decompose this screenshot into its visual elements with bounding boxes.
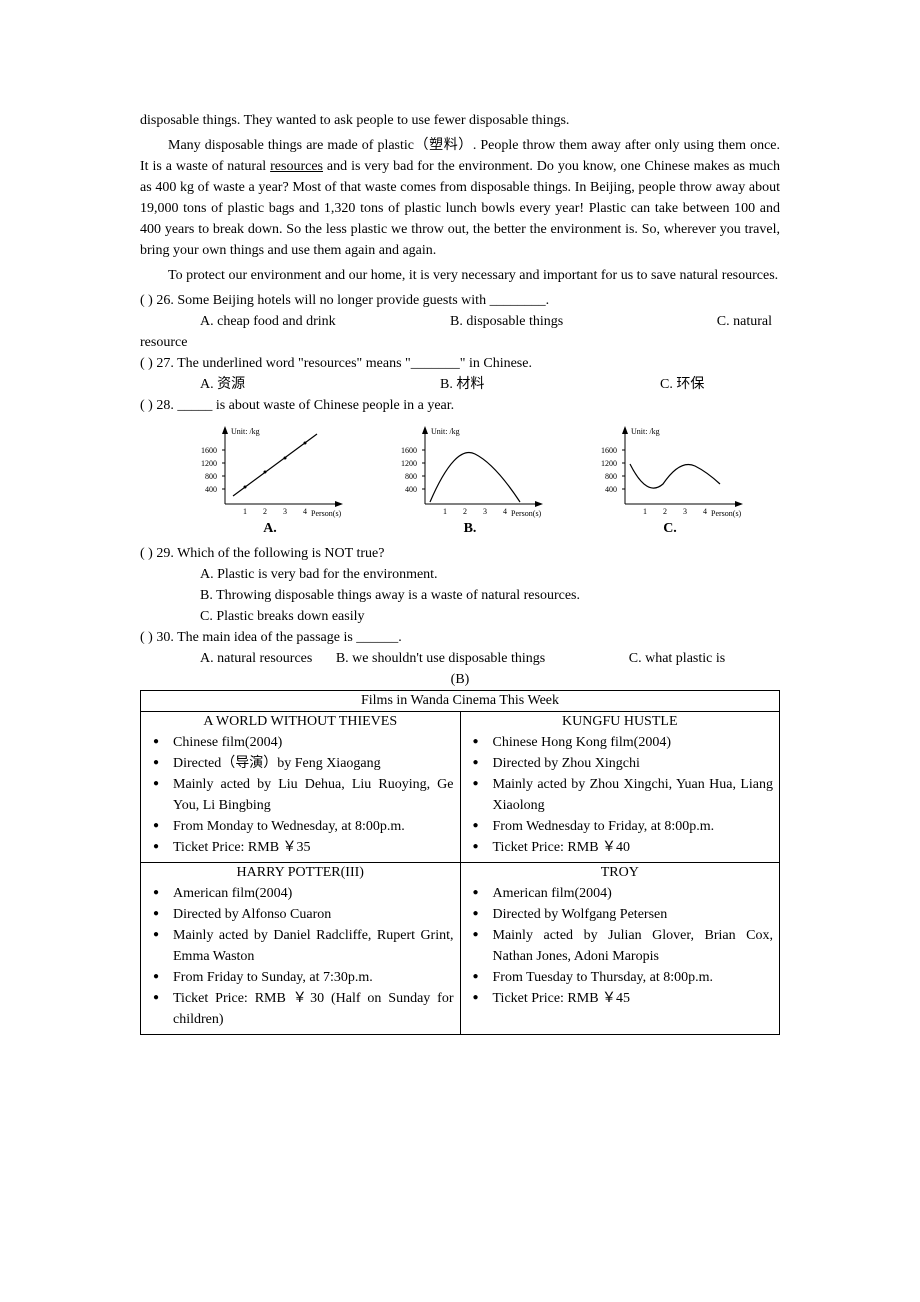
q26-options: A. cheap food and drink B. disposable th…: [140, 311, 780, 332]
ytick: 800: [405, 472, 417, 481]
q27-opt-b: B. 材料: [440, 374, 660, 395]
ytick: 1600: [201, 446, 217, 455]
film-item: Ticket Price: RMB ￥30 (Half on Sunday fo…: [151, 988, 454, 1030]
ytick: 1600: [401, 446, 417, 455]
film-item: From Friday to Sunday, at 7:30p.m.: [151, 967, 454, 988]
chart-b: Unit: /kg 400 800 1200 1600 1 2 3 4 Pers…: [370, 424, 570, 537]
film-cell-2: HARRY POTTER(III) American film(2004) Di…: [141, 863, 461, 1035]
xtick: 4: [503, 507, 507, 516]
film-item: Mainly acted by Julian Glover, Brian Cox…: [471, 925, 774, 967]
table-header: Films in Wanda Cinema This Week: [141, 691, 780, 712]
film-cell-0: A WORLD WITHOUT THIEVES Chinese film(200…: [141, 712, 461, 863]
film-item: Ticket Price: RMB ￥45: [471, 988, 774, 1009]
film-item: Mainly acted by Liu Dehua, Liu Ruoying, …: [151, 774, 454, 816]
ytick: 400: [205, 485, 217, 494]
film-item: Mainly acted by Zhou Xingchi, Yuan Hua, …: [471, 774, 774, 816]
ytick: 400: [605, 485, 617, 494]
q27-options: A. 资源 B. 材料 C. 环保: [140, 374, 780, 395]
ytick: 800: [605, 472, 617, 481]
ytick: 800: [205, 472, 217, 481]
xtick: 4: [303, 507, 307, 516]
ytick: 400: [405, 485, 417, 494]
chart-c-label: C.: [570, 521, 770, 537]
xtick: 3: [483, 507, 487, 516]
chart-c-xlabel: Person(s): [711, 509, 742, 518]
xtick: 1: [643, 507, 647, 516]
films-table: Films in Wanda Cinema This Week A WORLD …: [140, 690, 780, 1035]
chart-b-label: B.: [370, 521, 570, 537]
xtick: 1: [443, 507, 447, 516]
ytick: 1200: [201, 459, 217, 468]
xtick: 1: [243, 507, 247, 516]
passage-p2: Many disposable things are made of plast…: [140, 135, 780, 261]
chart-a-ylabel: Unit: /kg: [231, 427, 260, 436]
film-item: From Monday to Wednesday, at 8:00p.m.: [151, 816, 454, 837]
q29-opt-c: C. Plastic breaks down easily: [140, 606, 780, 627]
xtick: 2: [463, 507, 467, 516]
ytick: 1200: [401, 459, 417, 468]
film-title: A WORLD WITHOUT THIEVES: [147, 714, 454, 730]
q30-stem: ( ) 30. The main idea of the passage is …: [140, 627, 780, 648]
film-item: Directed by Wolfgang Petersen: [471, 904, 774, 925]
q30-opt-b: B. we shouldn't use disposable things: [336, 651, 545, 666]
passage-p1: disposable things. They wanted to ask pe…: [140, 110, 780, 131]
ytick: 1600: [601, 446, 617, 455]
film-item: Directed by Zhou Xingchi: [471, 753, 774, 774]
q30-options: A. natural resources B. we shouldn't use…: [140, 648, 780, 669]
chart-a: Unit: /kg 400 800 1200 1600 1 2 3 4 Pers…: [170, 424, 370, 537]
film-item: Ticket Price: RMB ￥40: [471, 837, 774, 858]
film-title: TROY: [467, 865, 774, 881]
q26-cont: resource: [140, 332, 780, 353]
section-b-label: (B): [140, 669, 780, 690]
q26-opt-b: B. disposable things: [450, 311, 650, 332]
film-title: HARRY POTTER(III): [147, 865, 454, 881]
film-cell-3: TROY American film(2004) Directed by Wol…: [460, 863, 780, 1035]
q27-opt-c: C. 环保: [660, 374, 780, 395]
q28-stem: ( ) 28. _____ is about waste of Chinese …: [140, 395, 780, 416]
chart-b-xlabel: Person(s): [511, 509, 542, 518]
q29-opt-a: A. Plastic is very bad for the environme…: [140, 564, 780, 585]
film-item: From Tuesday to Thursday, at 8:00p.m.: [471, 967, 774, 988]
xtick: 2: [263, 507, 267, 516]
chart-b-ylabel: Unit: /kg: [431, 427, 460, 436]
q27-opt-a: A. 资源: [140, 374, 440, 395]
film-item: American film(2004): [151, 883, 454, 904]
chart-c-ylabel: Unit: /kg: [631, 427, 660, 436]
q29-stem: ( ) 29. Which of the following is NOT tr…: [140, 543, 780, 564]
q29-opt-b: B. Throwing disposable things away is a …: [140, 585, 780, 606]
q26-opt-c: C. natural: [650, 311, 780, 332]
film-item: From Wednesday to Friday, at 8:00p.m.: [471, 816, 774, 837]
xtick: 4: [703, 507, 707, 516]
passage-p3: To protect our environment and our home,…: [140, 265, 780, 286]
film-item: Chinese Hong Kong film(2004): [471, 732, 774, 753]
xtick: 3: [283, 507, 287, 516]
charts-row: Unit: /kg 400 800 1200 1600 1 2 3 4 Pers…: [170, 424, 770, 537]
q26-opt-a: A. cheap food and drink: [140, 311, 450, 332]
film-item: Ticket Price: RMB ￥35: [151, 837, 454, 858]
film-item: American film(2004): [471, 883, 774, 904]
chart-a-xlabel: Person(s): [311, 509, 342, 518]
film-item: Chinese film(2004): [151, 732, 454, 753]
film-item: Directed（导演）by Feng Xiaogang: [151, 753, 454, 774]
film-title: KUNGFU HUSTLE: [467, 714, 774, 730]
film-item: Directed by Alfonso Cuaron: [151, 904, 454, 925]
chart-a-label: A.: [170, 521, 370, 537]
ytick: 1200: [601, 459, 617, 468]
q30-opt-a: A. natural resources: [200, 651, 312, 666]
xtick: 3: [683, 507, 687, 516]
p2-underlined: resources: [270, 159, 323, 174]
q27-stem: ( ) 27. The underlined word "resources" …: [140, 353, 780, 374]
film-cell-1: KUNGFU HUSTLE Chinese Hong Kong film(200…: [460, 712, 780, 863]
chart-c: Unit: /kg 400 800 1200 1600 1 2 3 4 Pers…: [570, 424, 770, 537]
film-item: Mainly acted by Daniel Radcliffe, Rupert…: [151, 925, 454, 967]
q30-opt-c: C. what plastic is: [629, 651, 725, 666]
q26-stem: ( ) 26. Some Beijing hotels will no long…: [140, 290, 780, 311]
xtick: 2: [663, 507, 667, 516]
